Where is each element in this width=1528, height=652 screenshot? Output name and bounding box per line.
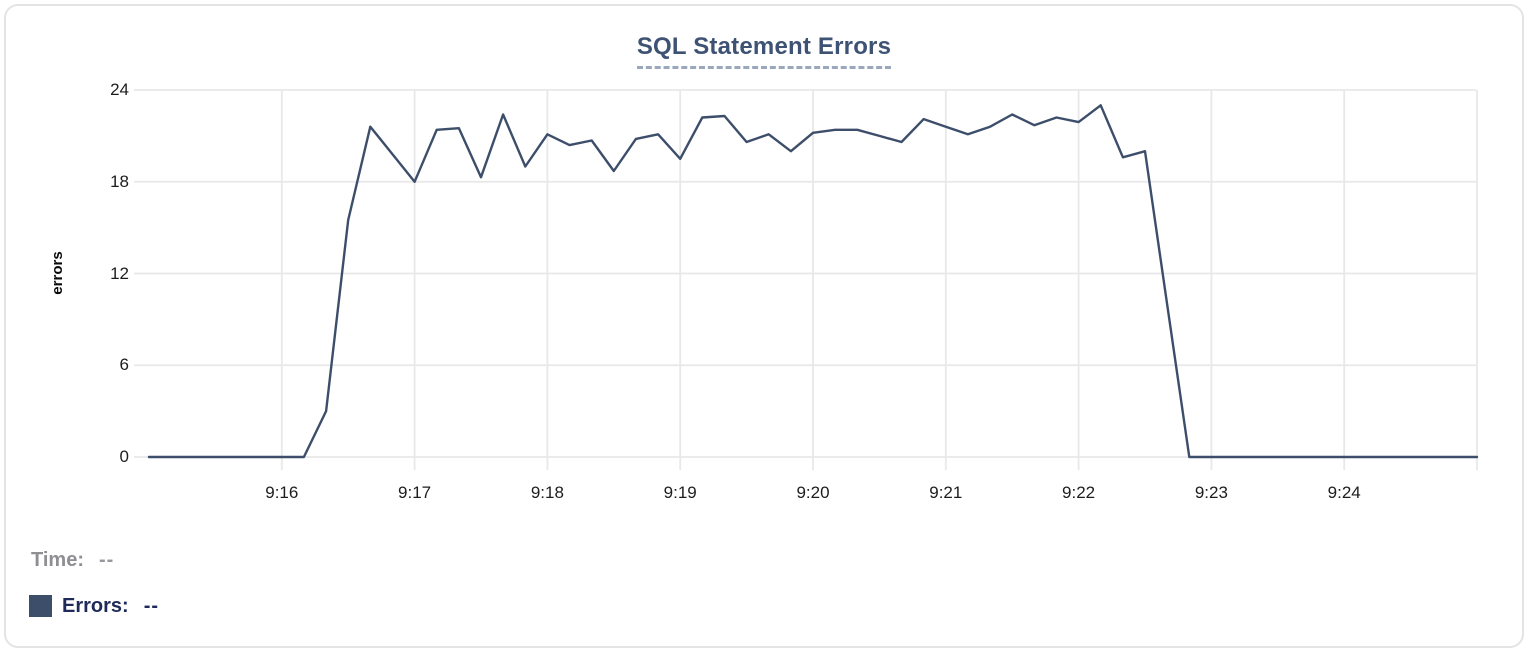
errors-legend-row: Errors: -- bbox=[29, 593, 159, 619]
errors-readout-value: -- bbox=[143, 594, 160, 617]
x-tick-label: 9:22 bbox=[1062, 483, 1096, 502]
vertical-gridlines bbox=[280, 90, 1478, 470]
errors-series-line bbox=[147, 104, 1479, 459]
y-axis-title: errors bbox=[49, 251, 66, 295]
y-tick-label: 6 bbox=[119, 355, 129, 375]
time-readout-label: Time: bbox=[31, 548, 84, 571]
chart-title[interactable]: SQL Statement Errors bbox=[636, 33, 892, 69]
x-tick-label: 9:20 bbox=[796, 483, 830, 502]
time-readout-value: -- bbox=[98, 548, 115, 571]
x-tick-label: 9:17 bbox=[398, 483, 432, 502]
chart-header: SQL Statement Errors bbox=[6, 33, 1522, 69]
y-tick-label: 12 bbox=[110, 263, 129, 283]
errors-readout-label: Errors: bbox=[62, 594, 129, 617]
time-readout-row: Time: -- bbox=[31, 547, 114, 573]
x-tick-label: 9:23 bbox=[1194, 483, 1228, 502]
errors-legend-swatch-icon bbox=[29, 595, 52, 617]
y-tick-label: 0 bbox=[119, 447, 129, 466]
x-tick-label: 9:16 bbox=[265, 483, 299, 502]
x-tick-label: 9:24 bbox=[1327, 483, 1361, 502]
horizontal-gridlines bbox=[134, 89, 1476, 458]
x-tick-label: 9:21 bbox=[929, 483, 963, 502]
chart-plot-area[interactable] bbox=[6, 6, 1528, 506]
chart-card: SQL Statement Errors 0 6 12 18 24 9:16 9:17 9:… bbox=[4, 4, 1524, 648]
y-tick-label: 24 bbox=[110, 80, 129, 99]
x-tick-label: 9:19 bbox=[663, 483, 697, 502]
x-tick-label: 9:18 bbox=[530, 483, 564, 502]
y-tick-label: 18 bbox=[110, 171, 129, 191]
